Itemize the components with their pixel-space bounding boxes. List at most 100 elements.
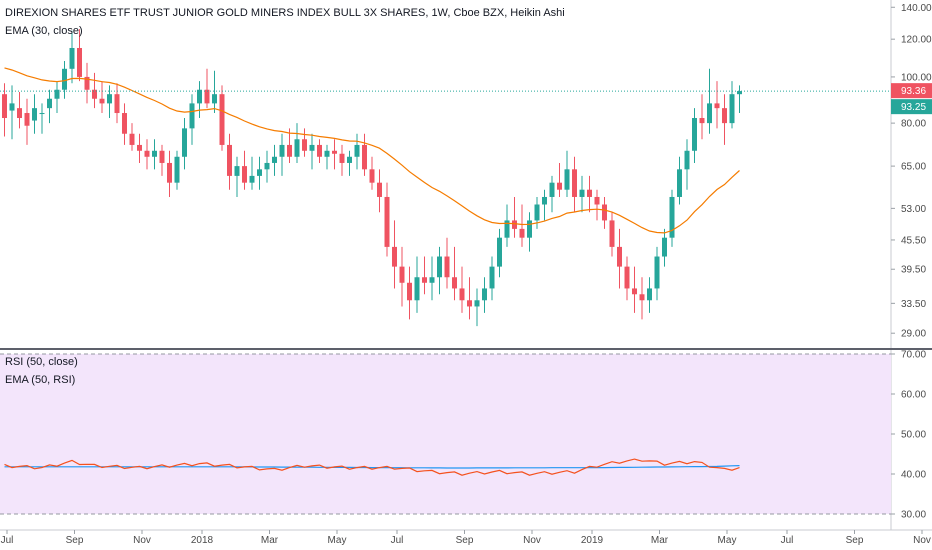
candle — [182, 118, 187, 170]
candle-body — [527, 220, 532, 238]
candle-body — [182, 128, 187, 157]
candle-body — [122, 113, 127, 134]
candle — [557, 162, 562, 197]
candle — [204, 68, 210, 109]
candle-body — [324, 150, 330, 157]
candle — [317, 139, 322, 163]
candle-body — [632, 288, 637, 295]
rsi-band — [0, 354, 891, 514]
candle — [527, 212, 532, 252]
candle-body — [684, 150, 690, 170]
time-tick-label: Nov — [523, 535, 541, 546]
candle-body — [264, 162, 270, 170]
candle-body — [399, 266, 405, 283]
price-axis[interactable]: 140.00 120.00 100.00 80.00 65.00 53.00 45.50 39… — [891, 3, 932, 340]
time-tick-label: Sep — [456, 535, 474, 546]
price-tick-label: 140.00 — [901, 3, 932, 14]
candle-body — [422, 277, 427, 283]
candle-body — [459, 288, 465, 301]
last-price-tag-bg — [891, 99, 932, 115]
candle-body — [302, 139, 307, 151]
candle-body — [699, 118, 705, 124]
time-tick-label: 2018 — [191, 535, 214, 546]
candle — [519, 204, 525, 247]
candle — [609, 212, 615, 257]
price-tick-label: 80.00 — [901, 119, 926, 130]
time-tick-label: Jul — [391, 535, 404, 546]
rsi-axis[interactable]: 70.00 60.00 50.00 40.00 30.00 — [891, 350, 926, 521]
candle — [414, 256, 420, 313]
candle-body — [587, 189, 592, 197]
candle — [699, 94, 705, 140]
candle — [632, 266, 637, 313]
candle-body — [407, 282, 412, 301]
candle-body — [174, 156, 180, 183]
candle-body — [392, 246, 397, 267]
candle-body — [279, 144, 285, 157]
candle-body — [669, 196, 675, 238]
candle — [54, 81, 60, 114]
candle — [339, 144, 345, 176]
candle-body — [234, 166, 240, 176]
candlestick-series — [2, 29, 742, 327]
candle-body — [579, 189, 585, 197]
candle — [347, 150, 352, 176]
candle — [69, 30, 75, 84]
candle-body — [204, 89, 210, 104]
time-tick-label: Sep — [66, 535, 84, 546]
candle — [197, 81, 202, 119]
rsi-tick-label: 40.00 — [901, 470, 926, 481]
time-axis[interactable]: Jul Sep Nov 2018 Mar May Jul Sep Nov 2019 Mar May Ju… — [1, 530, 931, 546]
candle-body — [77, 47, 82, 77]
candle-body — [152, 150, 157, 157]
candle — [84, 62, 90, 104]
candle-body — [639, 294, 645, 301]
candle — [189, 94, 195, 145]
candle — [654, 246, 660, 301]
candle-body — [159, 150, 165, 163]
candle — [129, 123, 135, 151]
candle-body — [414, 277, 420, 301]
candle — [707, 68, 712, 134]
candle-body — [212, 94, 217, 104]
price-tick-label: 65.00 — [901, 162, 926, 173]
candle-body — [647, 288, 652, 301]
candle-body — [272, 156, 277, 163]
price-tick-label: 53.00 — [901, 204, 926, 215]
last-price-tag: 93.36 — [891, 83, 932, 99]
candle — [152, 139, 157, 170]
candle-body — [707, 103, 712, 124]
candle — [452, 246, 457, 301]
candle-body — [354, 144, 360, 157]
candle-body — [602, 204, 607, 221]
candle — [377, 169, 382, 213]
candle-body — [9, 103, 15, 111]
candle — [62, 60, 67, 99]
candle — [677, 156, 682, 205]
ema-indicator-label[interactable]: EMA (30, close) — [5, 25, 83, 37]
candle-body — [557, 182, 562, 190]
last-price-tag-label: 93.36 — [901, 86, 926, 97]
candle — [399, 246, 405, 307]
candle — [474, 288, 480, 327]
candle — [32, 94, 37, 134]
candle-body — [452, 277, 457, 289]
candle — [309, 133, 315, 170]
candle-body — [467, 300, 472, 307]
time-tick-label: Jul — [1, 535, 14, 546]
candle-body — [84, 76, 90, 90]
candle — [272, 144, 277, 176]
rsi-ema-indicator-label[interactable]: EMA (50, RSI) — [5, 374, 76, 386]
candle — [257, 156, 262, 190]
candle — [137, 133, 142, 163]
candle — [47, 89, 52, 124]
rsi-indicator-label[interactable]: RSI (50, close) — [5, 356, 78, 368]
ema-line — [4, 67, 740, 234]
candle — [722, 94, 727, 145]
candle-body — [384, 196, 390, 247]
candle-body — [249, 175, 255, 183]
candle-body — [572, 169, 577, 197]
candle-body — [24, 113, 30, 126]
candle-body — [519, 228, 525, 238]
